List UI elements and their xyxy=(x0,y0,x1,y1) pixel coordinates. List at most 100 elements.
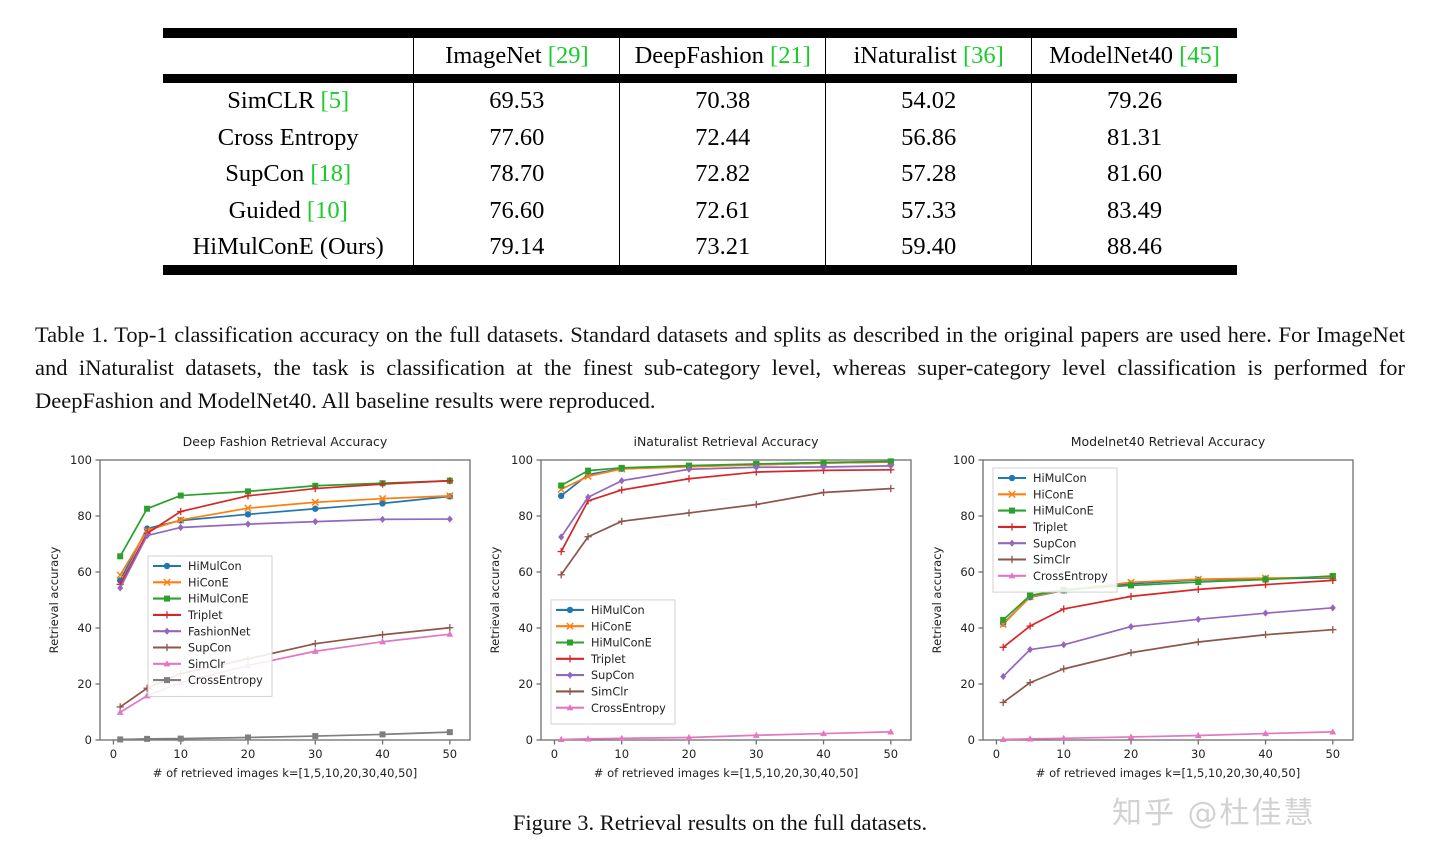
y-axis-label: Retrieval accuracy xyxy=(488,546,502,653)
table-rule-mid xyxy=(163,74,1237,84)
table-cell: 57.33 xyxy=(825,192,1032,229)
chart-frame xyxy=(99,459,471,741)
results-table-region: ImageNet [29] DeepFashion [21] iNaturalist… xyxy=(163,28,1237,276)
table-cell: 79.26 xyxy=(1031,83,1237,120)
x-tick-label: 0 xyxy=(110,747,117,761)
legend-label: SimClr xyxy=(1033,554,1070,567)
y-axis-label: Retrieval accuracy xyxy=(930,546,944,653)
figure-region: Deep Fashion Retrieval Accuracy 0 20 40 60 80… xyxy=(0,430,1440,790)
x-tick-label: 30 xyxy=(308,747,323,761)
series-line xyxy=(1002,731,1334,741)
chart-panel-modelnet40: Modelnet40 Retrieval Accuracy 0 20 40 60 80 10… xyxy=(925,430,1375,785)
table-cell: 73.21 xyxy=(619,228,826,266)
x-tick-label: 50 xyxy=(442,747,457,761)
y-tick-label: 80 xyxy=(518,509,533,523)
series-line xyxy=(560,487,892,576)
table-row-label: SimCLR [5] xyxy=(227,87,350,115)
chart-svg: iNaturalist Retrieval Accuracy 0 20 40 60 80 1… xyxy=(488,434,912,780)
table-cell: 81.31 xyxy=(1031,119,1237,157)
table-cell: 79.14 xyxy=(413,228,620,266)
chart-title: Deep Fashion Retrieval Accuracy xyxy=(183,434,388,449)
x-tick-label: 30 xyxy=(749,747,764,761)
legend-label: FashionNet xyxy=(188,625,251,638)
x-tick-label: 30 xyxy=(1191,747,1206,761)
table-row-label: HiMulConE (Ours) xyxy=(192,232,384,260)
table-cell: 72.82 xyxy=(619,156,826,193)
x-tick-label: 20 xyxy=(241,747,256,761)
watermark: 知乎 @杜佳慧 xyxy=(1112,796,1316,831)
legend-label: HiMulConE xyxy=(188,593,249,606)
table-header-row: ImageNet [29] DeepFashion [21] iNaturalist… xyxy=(163,38,1237,75)
legend-label: CrossEntropy xyxy=(1033,570,1108,583)
legend-label: SimClr xyxy=(188,658,225,671)
legend-label: SupCon xyxy=(188,642,231,655)
x-tick-label: 0 xyxy=(993,747,1000,761)
y-tick-label: 60 xyxy=(518,565,533,579)
y-tick-label: 100 xyxy=(70,453,92,467)
table-cell: 70.38 xyxy=(619,83,826,120)
table-header-1: DeepFashion [21] xyxy=(619,38,826,75)
table-row: SimCLR [5] 69.53 70.38 54.02 79.26 xyxy=(163,83,1237,120)
y-tick-label: 40 xyxy=(77,621,92,635)
table-row-label: SupCon [18] xyxy=(225,160,352,188)
legend-label: CrossEntropy xyxy=(188,674,263,687)
chart-panel-inaturalist: iNaturalist Retrieval Accuracy 0 20 40 60 80 1… xyxy=(483,430,933,785)
y-tick-label: 20 xyxy=(960,677,975,691)
y-tick-label: 0 xyxy=(968,733,975,747)
table-header-0: ImageNet [29] xyxy=(413,38,620,75)
legend-label: Triplet xyxy=(590,653,626,666)
table-row: SupCon [18] 78.70 72.82 57.28 81.60 xyxy=(163,156,1237,193)
x-tick-label: 10 xyxy=(1056,747,1071,761)
table-header-corner xyxy=(163,38,414,74)
chart-title: Modelnet40 Retrieval Accuracy xyxy=(1071,434,1266,449)
x-tick-label: 50 xyxy=(1325,747,1340,761)
series-line xyxy=(560,468,892,553)
results-table: ImageNet [29] DeepFashion [21] iNaturalist… xyxy=(163,28,1237,276)
legend-label: Triplet xyxy=(187,609,223,622)
x-tick-label: 20 xyxy=(1124,747,1139,761)
x-tick-label: 20 xyxy=(682,747,697,761)
chart-series-group xyxy=(999,572,1337,743)
y-axis-label: Retrieval accuracy xyxy=(47,546,61,653)
table-row: Cross Entropy 77.60 72.44 56.86 81.31 xyxy=(163,119,1237,157)
chart-legend: HiMulCon HiConE HiMulConE Triplet SupCon SimC… xyxy=(992,467,1118,593)
y-tick-label: 80 xyxy=(960,509,975,523)
table-cell: 72.44 xyxy=(619,119,826,157)
y-tick-label: 0 xyxy=(526,733,533,747)
table-cell: 78.70 xyxy=(413,156,620,193)
x-tick-label: 0 xyxy=(551,747,558,761)
table-cell: 83.49 xyxy=(1031,192,1237,229)
legend-label: HiConE xyxy=(591,620,632,633)
table-cell: 76.60 xyxy=(413,192,620,229)
series-line xyxy=(119,731,451,741)
y-tick-label: 60 xyxy=(77,565,92,579)
y-tick-label: 100 xyxy=(953,453,975,467)
table-row: Guided [10] 76.60 72.61 57.33 83.49 xyxy=(163,192,1237,229)
y-tick-label: 60 xyxy=(960,565,975,579)
legend-label: HiMulConE xyxy=(591,637,652,650)
x-tick-label: 40 xyxy=(1258,747,1273,761)
chart-series-group xyxy=(557,458,895,743)
table-header-3: ModelNet40 [45] xyxy=(1031,38,1237,75)
x-tick-label: 10 xyxy=(173,747,188,761)
table-row: HiMulConE (Ours) 79.14 73.21 59.40 88.46 xyxy=(163,228,1237,266)
legend-label: HiConE xyxy=(1033,488,1074,501)
table-cell: 57.28 xyxy=(825,156,1032,193)
legend-label: HiMulCon xyxy=(188,560,242,573)
x-axis-label: # of retrieved images k=[1,5,10,20,30,40… xyxy=(153,766,417,780)
table-caption: Table 1. Top-1 classification accuracy o… xyxy=(35,322,1405,414)
figure-caption: Figure 3. Retrieval results on the full … xyxy=(512,810,928,835)
table-cell: 72.61 xyxy=(619,192,826,229)
table-cell: 56.86 xyxy=(825,119,1032,157)
legend-label: SupCon xyxy=(591,669,634,682)
x-axis-label: # of retrieved images k=[1,5,10,20,30,40… xyxy=(1036,766,1300,780)
legend-label: HiConE xyxy=(188,576,229,589)
series-line xyxy=(560,460,892,487)
y-tick-label: 20 xyxy=(518,677,533,691)
y-tick-label: 20 xyxy=(77,677,92,691)
chart-frame xyxy=(540,459,912,741)
legend-label: HiMulConE xyxy=(1033,505,1094,518)
table-row-label: Guided [10] xyxy=(228,196,348,224)
table-cell: 59.40 xyxy=(825,228,1032,266)
chart-frame xyxy=(982,459,1354,741)
